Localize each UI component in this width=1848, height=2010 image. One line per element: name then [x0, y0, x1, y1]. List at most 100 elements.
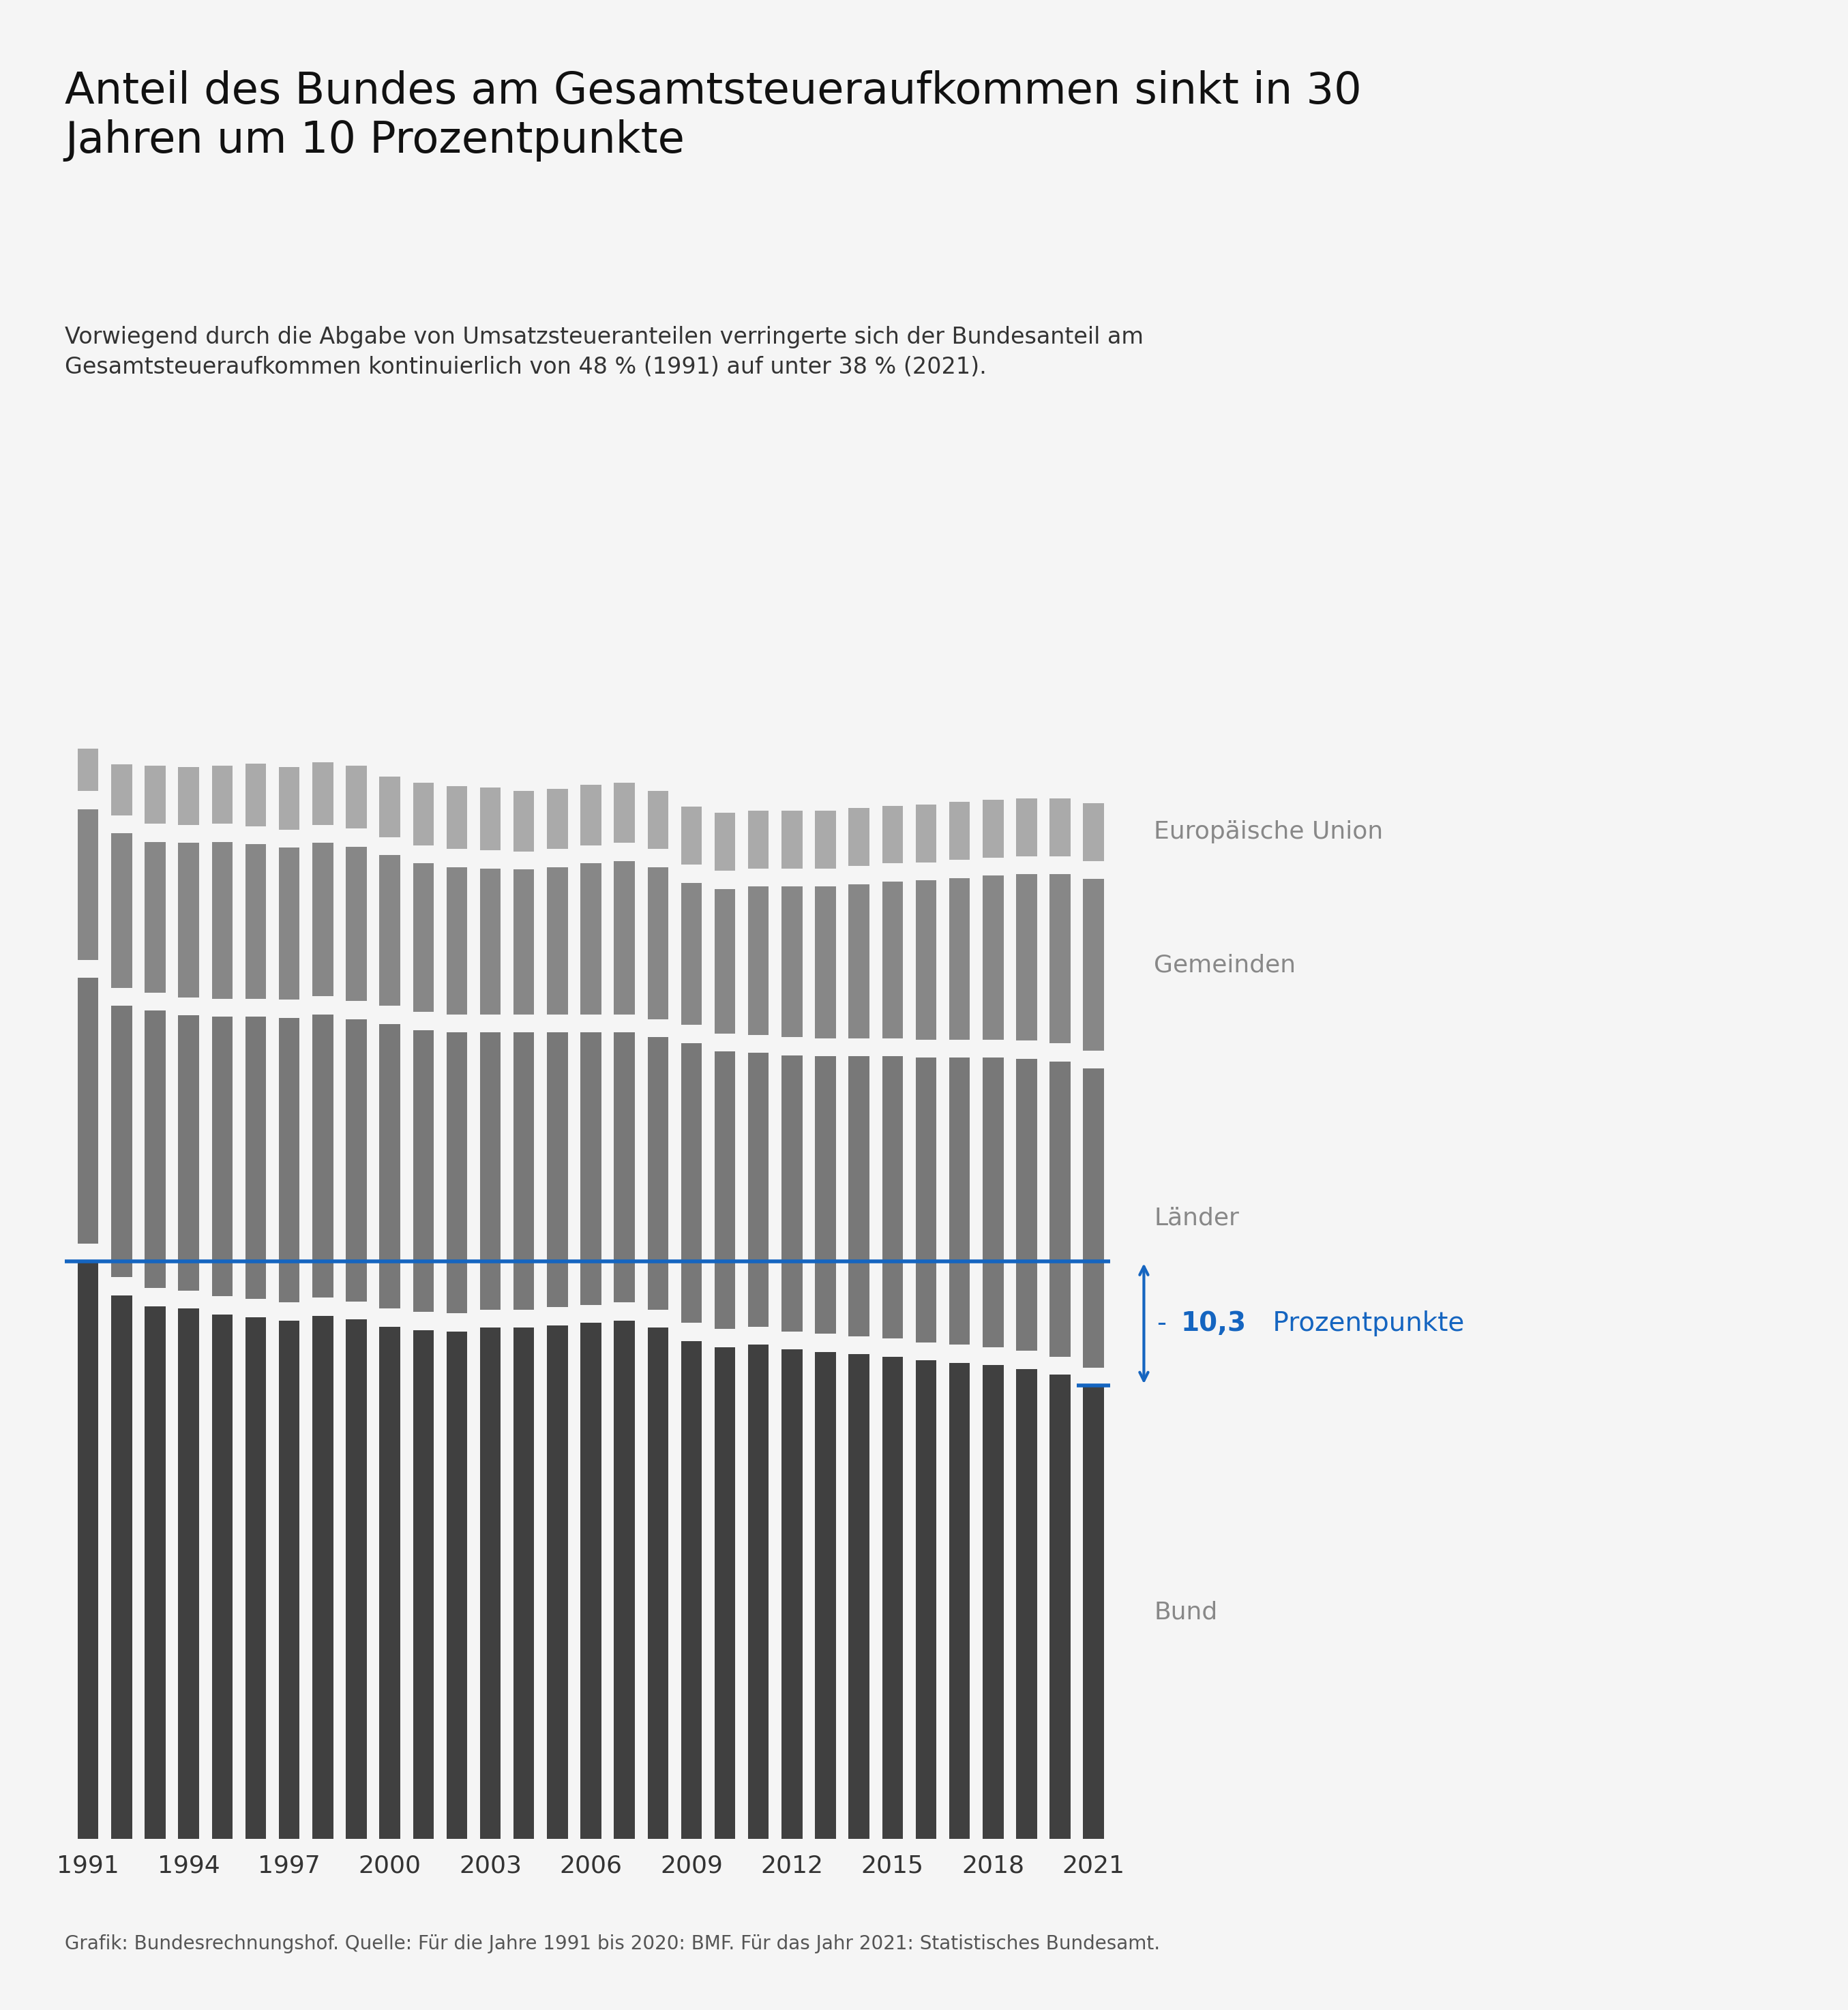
Bar: [312, 842, 333, 997]
Bar: [177, 842, 200, 997]
Bar: [782, 1055, 802, 1331]
Text: Bund: Bund: [1153, 1600, 1218, 1624]
Bar: [915, 880, 937, 1039]
Bar: [682, 882, 702, 1025]
Bar: [782, 1349, 802, 1839]
Bar: [111, 1294, 131, 1839]
Text: Europäische Union: Europäische Union: [1153, 820, 1382, 844]
Bar: [682, 1043, 702, 1323]
Bar: [279, 768, 299, 830]
Bar: [915, 804, 937, 862]
Bar: [1083, 1385, 1103, 1839]
Text: Vorwiegend durch die Abgabe von Umsatzsteueranteilen verringerte sich der Bundes: Vorwiegend durch die Abgabe von Umsatzst…: [65, 326, 1144, 378]
Bar: [279, 1017, 299, 1302]
Bar: [246, 1017, 266, 1298]
Bar: [514, 870, 534, 1015]
Bar: [715, 888, 736, 1033]
Bar: [213, 842, 233, 999]
Bar: [715, 1347, 736, 1839]
Bar: [881, 882, 904, 1039]
Bar: [447, 786, 468, 848]
Bar: [580, 1033, 601, 1304]
Bar: [782, 886, 802, 1037]
Bar: [748, 1053, 769, 1327]
Bar: [111, 1005, 131, 1276]
Bar: [78, 810, 98, 961]
Bar: [547, 788, 567, 848]
Bar: [144, 766, 166, 824]
Bar: [950, 1363, 970, 1839]
Bar: [614, 1321, 634, 1839]
Bar: [1083, 804, 1103, 860]
Bar: [1050, 1375, 1070, 1839]
Bar: [379, 1327, 401, 1839]
Bar: [647, 866, 669, 1019]
Text: Prozentpunkte: Prozentpunkte: [1264, 1311, 1465, 1337]
Bar: [915, 1361, 937, 1839]
Bar: [950, 1057, 970, 1345]
Bar: [246, 764, 266, 826]
Bar: [815, 810, 835, 868]
Bar: [915, 1057, 937, 1343]
Bar: [1016, 874, 1037, 1041]
Bar: [580, 864, 601, 1015]
Bar: [848, 1057, 869, 1337]
Bar: [547, 1033, 567, 1306]
Bar: [346, 766, 366, 828]
Bar: [848, 1355, 869, 1839]
Bar: [144, 1306, 166, 1839]
Bar: [177, 768, 200, 824]
Bar: [480, 1329, 501, 1839]
Bar: [647, 1037, 669, 1311]
Bar: [1083, 878, 1103, 1051]
Bar: [1083, 1069, 1103, 1367]
Bar: [682, 806, 702, 864]
Bar: [144, 842, 166, 993]
Bar: [346, 846, 366, 1001]
Text: Grafik: Bundesrechnungshof. Quelle: Für die Jahre 1991 bis 2020: BMF. Für das Ja: Grafik: Bundesrechnungshof. Quelle: Für …: [65, 1936, 1161, 1954]
Bar: [1050, 798, 1070, 856]
Bar: [748, 810, 769, 868]
Bar: [78, 1262, 98, 1839]
Bar: [881, 1357, 904, 1839]
Bar: [177, 1015, 200, 1290]
Bar: [412, 782, 434, 846]
Bar: [815, 1057, 835, 1335]
Text: Gemeinden: Gemeinden: [1153, 953, 1295, 977]
Bar: [144, 1011, 166, 1288]
Bar: [111, 764, 131, 816]
Bar: [1050, 874, 1070, 1043]
Bar: [379, 776, 401, 836]
Bar: [983, 876, 1003, 1039]
Bar: [614, 1033, 634, 1302]
Bar: [848, 884, 869, 1039]
Bar: [312, 762, 333, 824]
Bar: [279, 1321, 299, 1839]
Bar: [848, 808, 869, 866]
Bar: [312, 1015, 333, 1298]
Bar: [312, 1317, 333, 1839]
Bar: [815, 1353, 835, 1839]
Bar: [213, 766, 233, 824]
Bar: [748, 1345, 769, 1839]
Bar: [447, 866, 468, 1015]
Bar: [983, 800, 1003, 858]
Bar: [547, 866, 567, 1015]
Bar: [881, 1057, 904, 1339]
Bar: [177, 1309, 200, 1839]
Text: -: -: [1157, 1311, 1175, 1337]
Bar: [412, 1029, 434, 1313]
Bar: [950, 802, 970, 860]
Bar: [815, 886, 835, 1039]
Bar: [647, 1329, 669, 1839]
Bar: [881, 806, 904, 864]
Bar: [346, 1019, 366, 1300]
Bar: [1050, 1061, 1070, 1357]
Bar: [1016, 1059, 1037, 1351]
Bar: [715, 1051, 736, 1329]
Bar: [715, 812, 736, 870]
Bar: [412, 1331, 434, 1839]
Bar: [447, 1331, 468, 1839]
Bar: [514, 1033, 534, 1311]
Bar: [111, 834, 131, 987]
